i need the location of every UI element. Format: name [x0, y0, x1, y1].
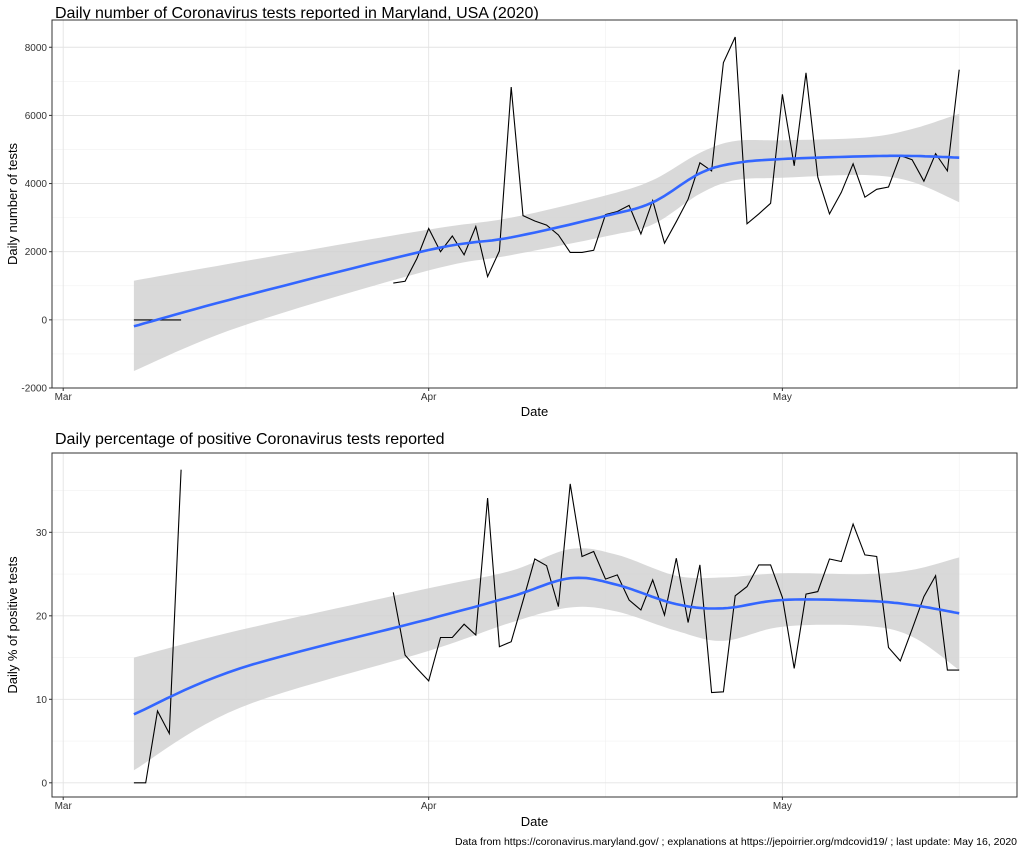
y-tick-label: 6000: [25, 111, 48, 122]
confidence-band: [133, 113, 960, 371]
smooth-line: [133, 154, 960, 328]
x-tick-label: Apr: [421, 392, 437, 403]
y-tick-label: 20: [36, 611, 48, 622]
x-axis-label: Date: [521, 814, 548, 829]
data-line: [133, 469, 182, 784]
y-tick-label: 0: [41, 315, 47, 326]
data-line: [392, 483, 960, 694]
y-tick-label: 8000: [25, 43, 48, 54]
positive-chart: Daily percentage of positive Coronavirus…: [5, 431, 1018, 829]
y-axis-label: Daily % of positive tests: [5, 556, 20, 694]
x-tick-label: Mar: [55, 392, 73, 403]
tests-chart: Daily number of Coronavirus tests report…: [5, 5, 1018, 419]
chart-title: Daily number of Coronavirus tests report…: [55, 5, 539, 22]
data-line: [393, 36, 960, 284]
smooth-line: [133, 576, 960, 716]
y-tick-label: 30: [36, 528, 48, 539]
y-axis-label: Daily number of tests: [5, 142, 20, 265]
x-axis-label: Date: [521, 404, 548, 419]
y-tick-label: 10: [36, 695, 48, 706]
y-tick-label: 4000: [25, 179, 48, 190]
x-tick-label: May: [773, 801, 792, 812]
panel-border: [51, 19, 1018, 389]
x-tick-label: Apr: [421, 801, 437, 812]
y-tick-label: 2000: [25, 247, 48, 258]
x-tick-label: May: [773, 392, 792, 403]
y-tick-label: 0: [41, 778, 47, 789]
x-tick-label: Mar: [55, 801, 73, 812]
y-tick-label: -2000: [21, 384, 47, 395]
chart-title: Daily percentage of positive Coronavirus…: [55, 431, 445, 448]
panel-border: [51, 452, 1018, 798]
source-caption: Data from https://coronavirus.maryland.g…: [455, 836, 1017, 848]
